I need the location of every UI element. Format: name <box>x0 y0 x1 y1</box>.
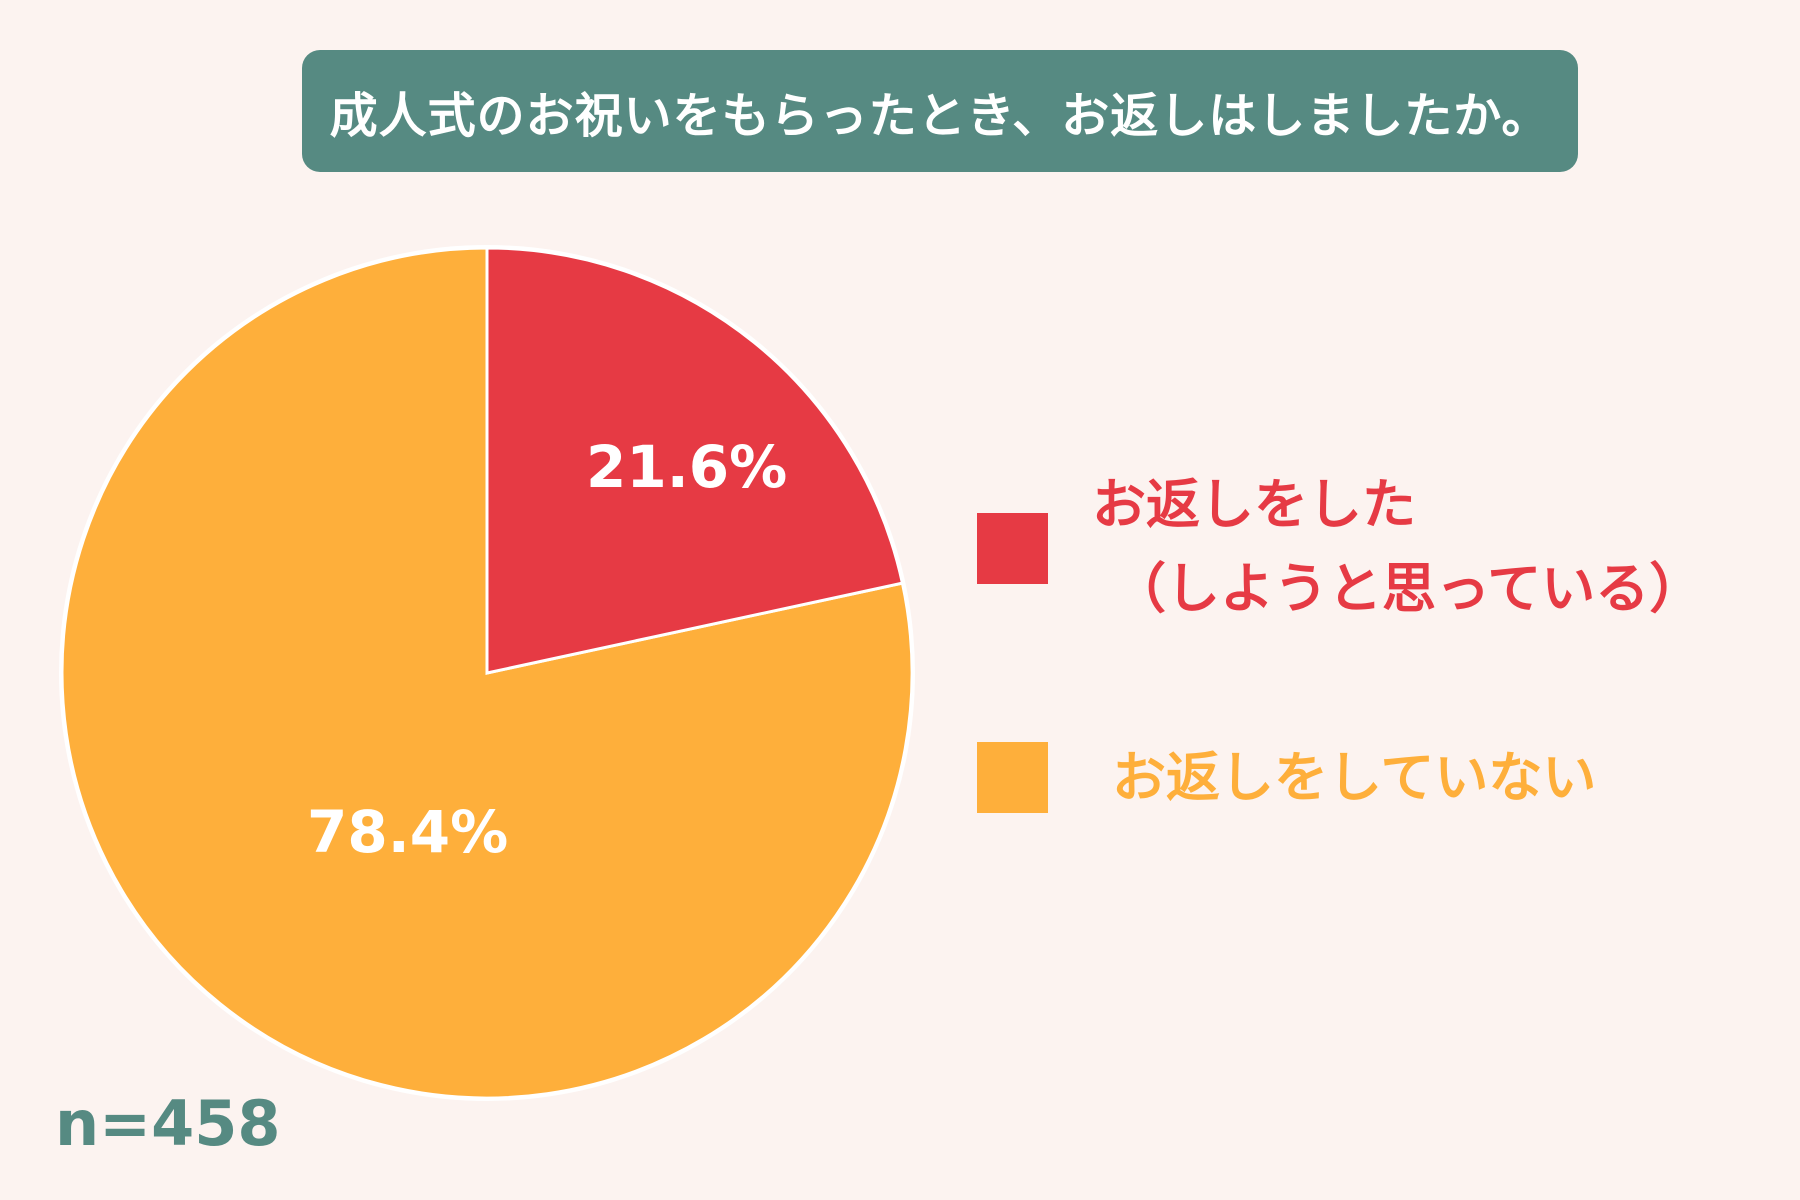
chart-title: 成人式のお祝いをもらったとき、お返しはしましたか。 <box>302 50 1578 172</box>
legend-swatch-not-returned <box>977 742 1048 813</box>
legend-label-returned-line2: （しようと思っている） <box>1112 557 1704 620</box>
legend-swatch-returned <box>977 513 1048 584</box>
sample-size-label: n=458 <box>55 1087 281 1160</box>
legend-label-returned-line1: お返しをした <box>1092 473 1416 536</box>
slice-label-returned: 21.6% <box>586 433 788 501</box>
legend-label-not-returned: お返しをしていない <box>1112 746 1597 809</box>
pie-slice-not-returned <box>60 246 914 1100</box>
pie-slice-returned <box>485 246 905 675</box>
slice-label-not-returned: 78.4% <box>307 798 509 866</box>
